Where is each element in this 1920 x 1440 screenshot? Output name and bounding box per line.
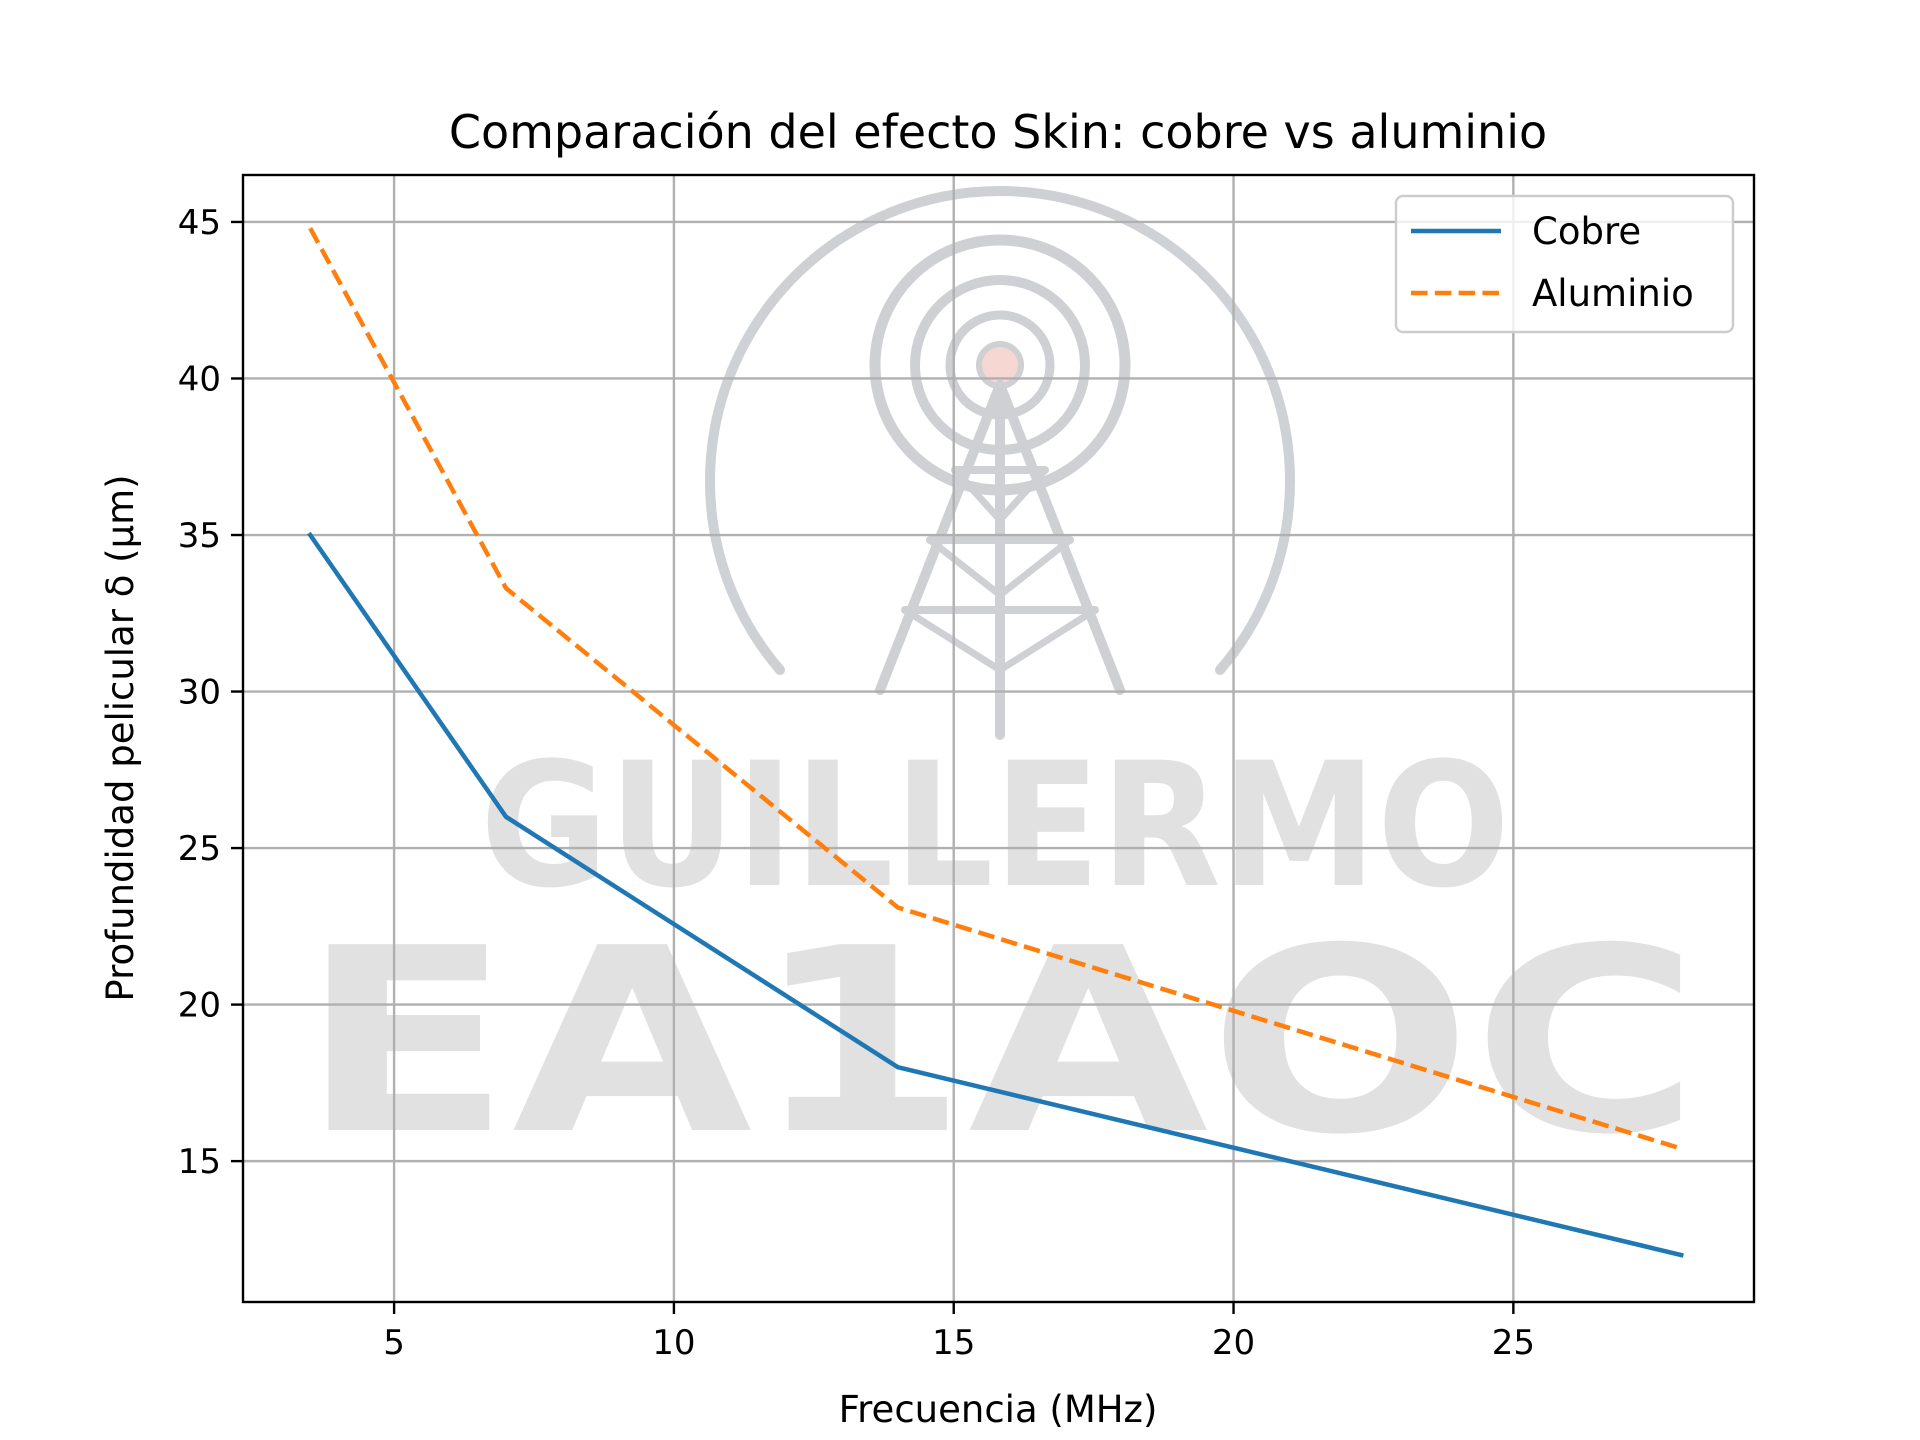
y-tick-label: 45 bbox=[178, 203, 221, 243]
legend-label-aluminio: Aluminio bbox=[1532, 272, 1694, 315]
y-tick-label: 20 bbox=[178, 986, 221, 1026]
watermark-line2: EA1AOC bbox=[300, 894, 1700, 1191]
x-tick-label: 15 bbox=[932, 1323, 975, 1363]
chart-title: Comparación del efecto Skin: cobre vs al… bbox=[449, 105, 1547, 159]
series-line-aluminio bbox=[308, 227, 1682, 1151]
series-line-cobre bbox=[307, 531, 1684, 1258]
legend: Cobre Aluminio bbox=[1394, 194, 1735, 334]
x-tick-label: 25 bbox=[1492, 1323, 1535, 1363]
y-tick-label: 35 bbox=[178, 516, 221, 556]
radio-tower-icon bbox=[705, 186, 1295, 740]
y-tick-label: 40 bbox=[178, 359, 221, 399]
y-axis-label: Profundidad pelicular δ (μm) bbox=[99, 474, 142, 1001]
x-tick-label: 10 bbox=[652, 1323, 695, 1363]
axes-frame bbox=[241, 173, 1756, 1304]
x-tick-label: 5 bbox=[383, 1323, 405, 1363]
x-axis-label: Frecuencia (MHz) bbox=[839, 1388, 1158, 1431]
watermark: GUILLERMO EA1AOC bbox=[300, 186, 1700, 1191]
x-tick-label: 20 bbox=[1212, 1323, 1255, 1363]
y-tick-label: 25 bbox=[178, 829, 221, 869]
axis-ticks: 5 10 15 20 25 15 20 25 30 35 40 45 bbox=[178, 203, 1535, 1363]
plot-lines bbox=[307, 227, 1684, 1258]
y-tick-label: 30 bbox=[178, 673, 221, 713]
y-tick-label: 15 bbox=[178, 1142, 221, 1182]
legend-label-cobre: Cobre bbox=[1532, 210, 1641, 253]
watermark-line1: GUILLERMO bbox=[480, 725, 1510, 926]
